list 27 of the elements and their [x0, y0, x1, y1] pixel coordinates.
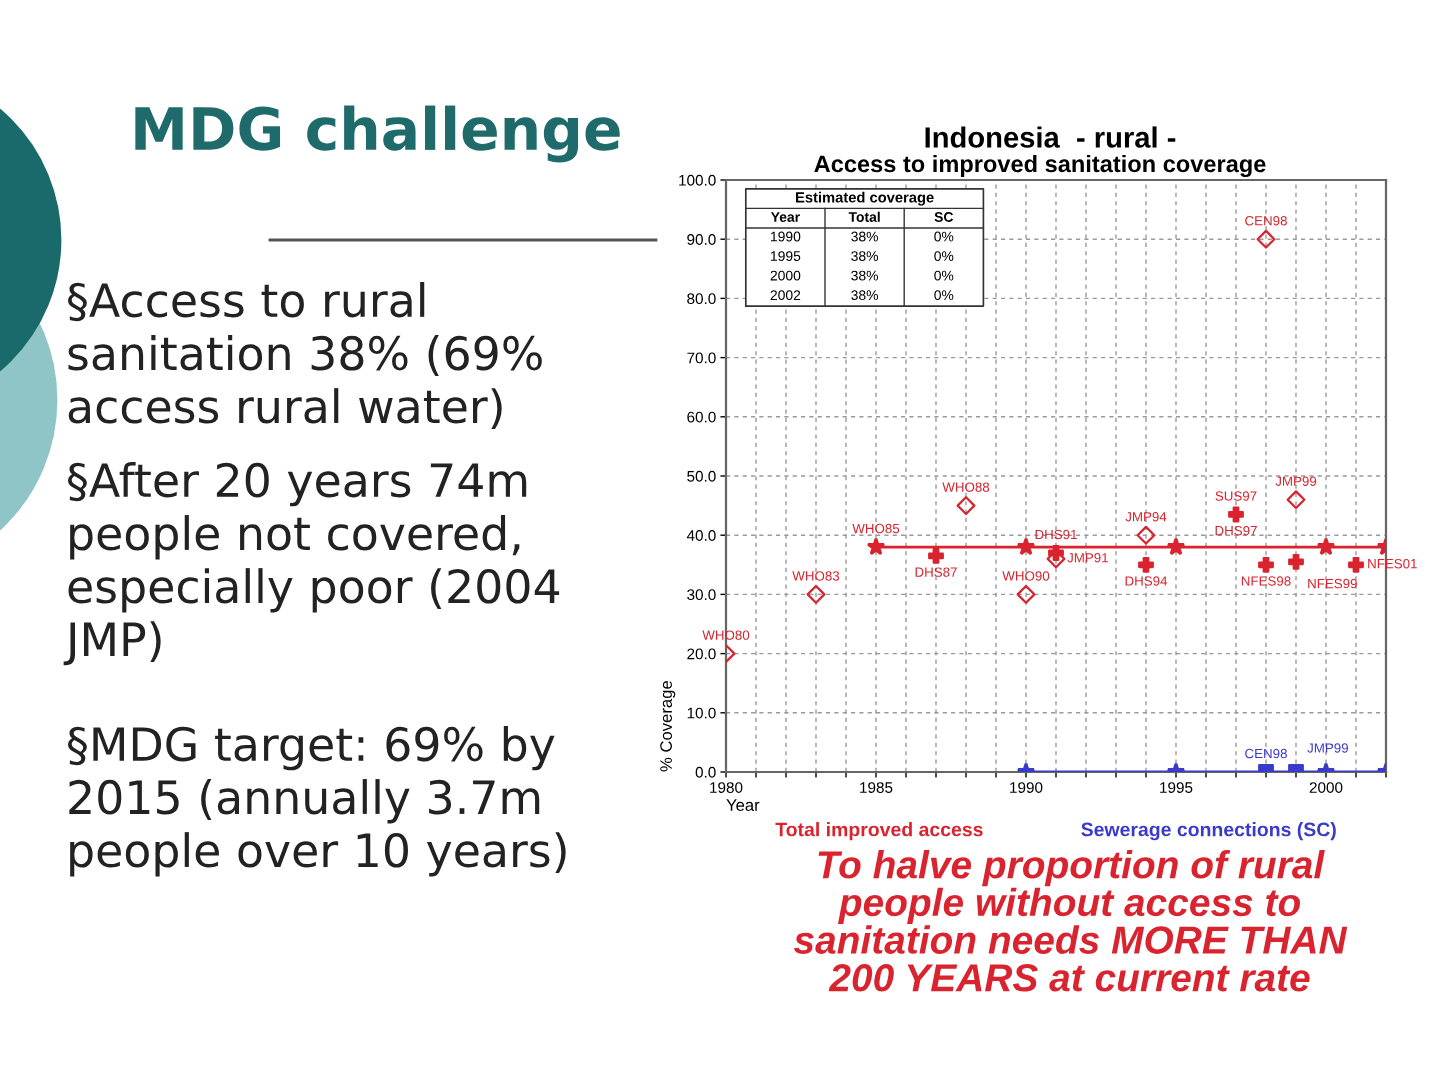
point [1166, 537, 1186, 556]
text: §Access to rural sanitation 38% (69% access rural water) [68, 282, 542, 429]
point [806, 584, 826, 604]
text: MDG challenge [135, 105, 620, 163]
text: §MDG target: 69% by 2015 (annually 3.7m people over 10 years) [68, 726, 566, 877]
text: §After 20 years 74m people not covered, especially poor (2004 JMP) [63, 462, 560, 666]
point [1016, 584, 1036, 604]
point [1258, 556, 1274, 573]
point [1316, 537, 1336, 556]
point [866, 537, 886, 556]
y-axis-title: % Coverage [660, 681, 676, 772]
point [1286, 490, 1306, 510]
point [956, 496, 976, 516]
chart-subtitle: Access to improved sanitation coverage [814, 154, 1266, 178]
text: To halve proportion of rural people without access to sanitation needs MORE THAN 200 YEARS at current rate [793, 850, 1348, 992]
text: Total improved access [775, 822, 983, 841]
point [1138, 556, 1154, 573]
point [1016, 537, 1036, 556]
point [928, 548, 944, 564]
point [1136, 525, 1156, 545]
point [1048, 545, 1064, 561]
chart-title: Indonesia - rural - [925, 126, 1176, 148]
point [1288, 553, 1304, 570]
text: Year [726, 799, 760, 811]
point [1348, 556, 1364, 573]
point [1228, 506, 1244, 523]
text: Sewerage connections (SC) [1081, 822, 1336, 841]
